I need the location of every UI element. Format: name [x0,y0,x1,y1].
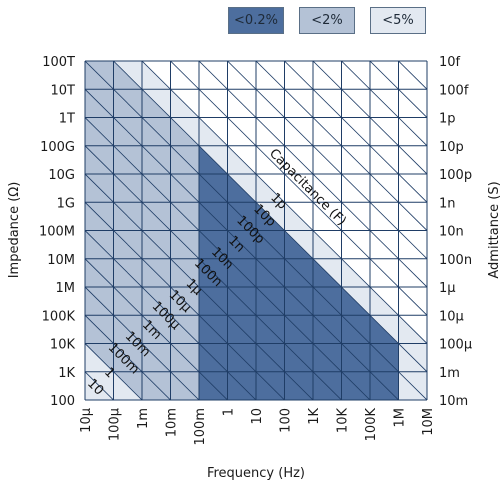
x-tick-label: 10 [250,408,265,425]
y-tick-label-left: 10T [51,83,76,98]
y-tick-label-left: 100K [42,309,76,324]
y-tick-label-right: 100f [439,83,469,98]
capacitance-line [369,61,427,119]
x-tick-label: 10M [421,408,436,436]
x-tick-label: 1 [222,408,237,416]
x-axis-title: Frequency (Hz) [207,466,305,481]
x-tick-label: 100K [364,408,379,442]
y-tick-label-right: 10f [439,55,461,70]
y-tick-label-right: 1m [439,366,460,381]
y-tick-label-left: 10G [48,168,75,183]
y-tick-label-left: 100T [42,55,75,70]
y-tick-label-left: 1M [56,281,76,296]
x-tick-label: 100 [279,408,294,433]
y-tick-label-left: 1G [57,196,75,211]
y-tick-label-left: 100M [39,225,75,240]
capacitance-line [85,258,229,400]
x-tick-label: 100m [193,408,208,445]
y-tick-label-right: 10μ [439,309,464,324]
y-tick-label-right: 1μ [439,281,456,296]
y-tick-label-left: 1K [58,366,75,381]
capacitance-line [340,61,427,147]
y-tick-label-left: 100 [50,394,75,409]
legend-item-0.2pct: <0.2% [228,7,284,34]
capacitance-line [85,371,115,400]
x-tick-label: 1m [136,408,151,429]
y-axis-title: Impedance (Ω) [7,182,22,279]
y-tick-label-right: 10m [439,394,468,409]
x-tick-label: 1M [393,408,408,428]
y-tick-label-right: 1n [439,196,456,211]
x-tick-label: 10m [165,408,180,437]
x-tick-label: 10μ [79,408,94,433]
y-tick-label-left: 1T [59,112,75,127]
legend-item-2pct: <2% [299,7,355,34]
x-tick-label: 100μ [108,408,123,441]
capacitance-line [255,61,427,232]
capacitance-line [85,342,143,400]
y-tick-label-left: 10M [47,253,75,268]
y-tick-label-right: 10p [439,140,464,155]
capacitance-line [85,229,257,400]
y-tick-label-left: 10K [50,338,76,353]
capacitance-line [397,61,427,90]
capacitance-line [312,61,427,175]
legend-item-5pct: <5% [370,7,426,34]
y-tick-label-right: 100n [439,253,472,268]
x-tick-label: 10K [336,408,351,434]
y-tick-label-left: 100G [40,140,75,155]
y-tick-label-right: 100p [439,168,472,183]
capacitance-line [85,286,200,400]
capacitance-line [283,61,427,203]
x-tick-label: 1K [307,408,322,425]
y-axis-title-right: Admittance (S) [487,181,502,278]
capacitance-line [85,314,172,400]
y-tick-label-right: 10n [439,225,464,240]
y-tick-label-right: 100μ [439,338,472,353]
y-tick-label-right: 1p [439,112,456,127]
